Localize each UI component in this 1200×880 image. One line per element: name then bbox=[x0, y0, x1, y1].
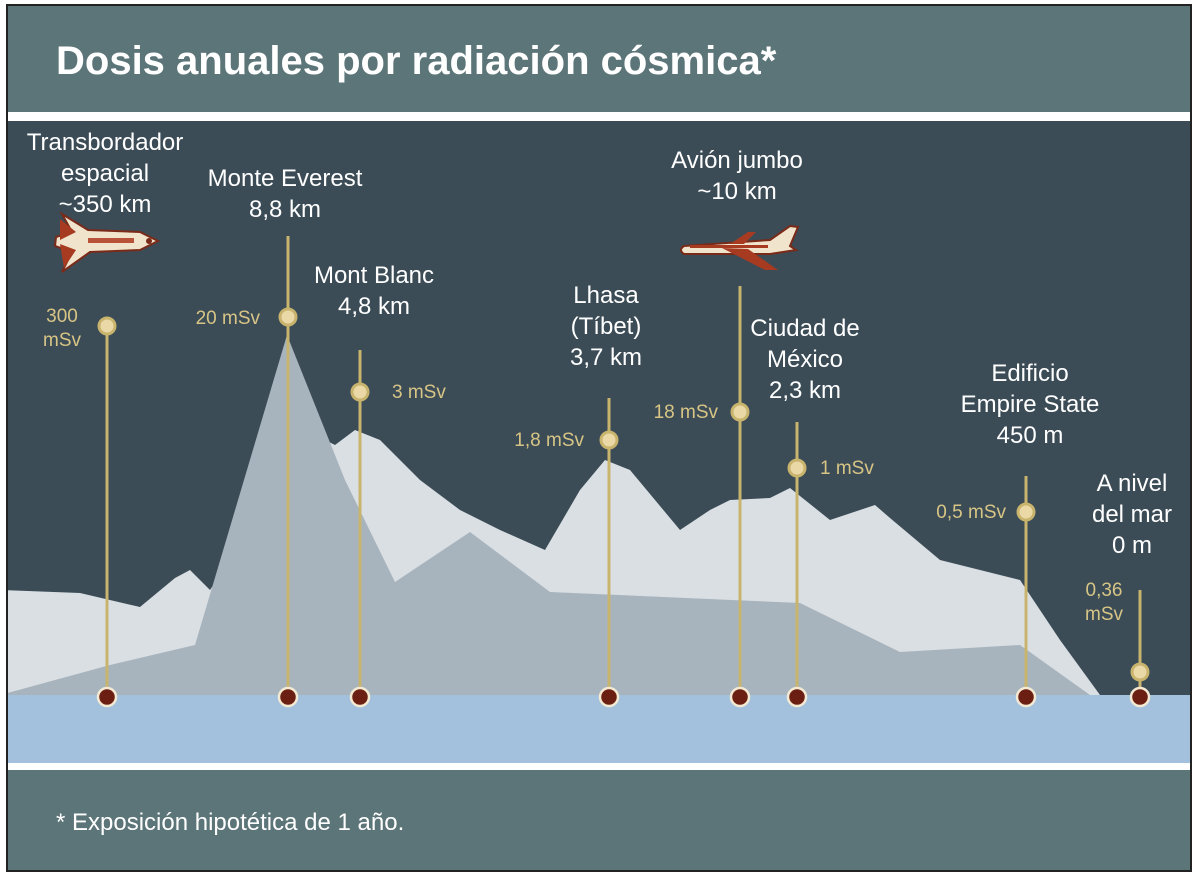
location-label-line: ~10 km bbox=[697, 178, 776, 205]
location-label-line: Mont Blanc bbox=[314, 262, 434, 289]
dose-marker bbox=[599, 430, 619, 450]
location-label: Edificio Empire State 450 m bbox=[961, 360, 1100, 449]
dose-marker bbox=[278, 307, 298, 327]
dose-label-line: 3 mSv bbox=[392, 382, 446, 403]
dose-label-line: 20 mSv bbox=[196, 308, 261, 329]
location-label-line: 3,7 km bbox=[570, 344, 642, 371]
location-label: Monte Everest 8,8 km bbox=[208, 165, 363, 223]
base-marker bbox=[349, 686, 371, 708]
base-marker bbox=[1129, 686, 1151, 708]
location-jumbo: Avión jumbo ~10 km 18 mSv bbox=[654, 147, 803, 708]
dose-label: 3 mSv bbox=[392, 382, 446, 403]
sea-level-band bbox=[8, 695, 1190, 763]
dose-marker bbox=[730, 402, 750, 422]
dose-marker bbox=[1130, 662, 1150, 682]
base-marker bbox=[277, 686, 299, 708]
dose-label-line: 0,5 mSv bbox=[936, 502, 1006, 523]
base-marker bbox=[1015, 686, 1037, 708]
front-mountain-range bbox=[8, 335, 1090, 695]
dose-label-line: 0,36 bbox=[1086, 580, 1123, 601]
dose-label: 1 mSv bbox=[820, 458, 874, 479]
location-label: Ciudad de México 2,3 km bbox=[750, 315, 859, 404]
dose-label: 18 mSv bbox=[654, 402, 719, 423]
location-label-line: 450 m bbox=[997, 422, 1064, 449]
dose-label: 300 mSv bbox=[43, 306, 82, 351]
bottom-separator bbox=[8, 763, 1190, 770]
location-label-line: 2,3 km bbox=[769, 377, 841, 404]
location-label-line: 0 m bbox=[1112, 532, 1152, 559]
infographic: Dosis anuales por radiación cósmica* * E… bbox=[6, 4, 1192, 872]
dose-label: 1,8 mSv bbox=[514, 430, 584, 451]
location-label-line: 8,8 km bbox=[249, 196, 321, 223]
location-label-line: Ciudad de bbox=[750, 315, 859, 342]
location-label-line: Lhasa bbox=[573, 282, 639, 309]
space-shuttle-icon bbox=[53, 211, 161, 273]
location-empire: Edificio Empire State 450 m 0,5 mSv bbox=[936, 360, 1100, 708]
chart-title: Dosis anuales por radiación cósmica* bbox=[56, 39, 777, 83]
title-band bbox=[8, 6, 1190, 112]
location-label-line: del mar bbox=[1092, 501, 1172, 528]
dose-marker bbox=[97, 316, 117, 336]
footnote: * Exposición hipotética de 1 año. bbox=[56, 809, 404, 836]
dose-label-line: mSv bbox=[43, 330, 82, 351]
location-sealevel: A nivel del mar 0 m 0,36 mSv bbox=[1085, 470, 1172, 708]
locations-layer: Transbordador espacial ~350 km 300 mSv Monte … bbox=[27, 129, 1172, 708]
dose-label: 0,5 mSv bbox=[936, 502, 1006, 523]
base-marker bbox=[729, 686, 751, 708]
location-label: A nivel del mar 0 m bbox=[1092, 470, 1172, 559]
location-lhasa: Lhasa (Tíbet) 3,7 km 1,8 mSv bbox=[514, 282, 642, 708]
location-mexico: Ciudad de México 2,3 km 1 mSv bbox=[750, 315, 874, 708]
dose-label-line: mSv bbox=[1085, 604, 1124, 625]
location-label-line: 4,8 km bbox=[338, 293, 410, 320]
footer-band bbox=[8, 770, 1190, 870]
base-marker bbox=[786, 686, 808, 708]
dose-label-line: 18 mSv bbox=[654, 402, 719, 423]
location-montblanc: Mont Blanc 4,8 km 3 mSv bbox=[314, 262, 446, 708]
location-label-line: ~350 km bbox=[59, 191, 152, 218]
location-label-line: Monte Everest bbox=[208, 165, 363, 192]
location-label-line: (Tíbet) bbox=[571, 313, 642, 340]
location-everest: Monte Everest 8,8 km 20 mSv bbox=[196, 165, 363, 708]
base-marker bbox=[598, 686, 620, 708]
base-marker bbox=[96, 686, 118, 708]
dose-marker bbox=[787, 458, 807, 478]
location-label-line: Avión jumbo bbox=[671, 147, 803, 174]
location-label-line: Transbordador bbox=[27, 129, 184, 156]
location-label-line: A nivel bbox=[1097, 470, 1168, 497]
location-label: Lhasa (Tíbet) 3,7 km bbox=[570, 282, 642, 371]
location-label-line: espacial bbox=[61, 160, 149, 187]
location-shuttle: Transbordador espacial ~350 km 300 mSv bbox=[27, 129, 184, 708]
location-label: Mont Blanc 4,8 km bbox=[314, 262, 434, 320]
dose-label-line: 1 mSv bbox=[820, 458, 874, 479]
location-label-line: Edificio bbox=[991, 360, 1068, 387]
dose-marker bbox=[1016, 502, 1036, 522]
separator-line bbox=[8, 112, 1190, 121]
dose-label-line: 300 bbox=[46, 306, 78, 327]
dose-label: 0,36 mSv bbox=[1085, 580, 1124, 625]
dose-marker bbox=[350, 382, 370, 402]
dose-label-line: 1,8 mSv bbox=[514, 430, 584, 451]
location-label-line: México bbox=[767, 346, 843, 373]
dose-label: 20 mSv bbox=[196, 308, 261, 329]
location-label: Avión jumbo ~10 km bbox=[671, 147, 803, 205]
location-label-line: Empire State bbox=[961, 391, 1100, 418]
location-label: Transbordador espacial ~350 km bbox=[27, 129, 184, 218]
jumbo-jet-icon bbox=[680, 224, 800, 270]
